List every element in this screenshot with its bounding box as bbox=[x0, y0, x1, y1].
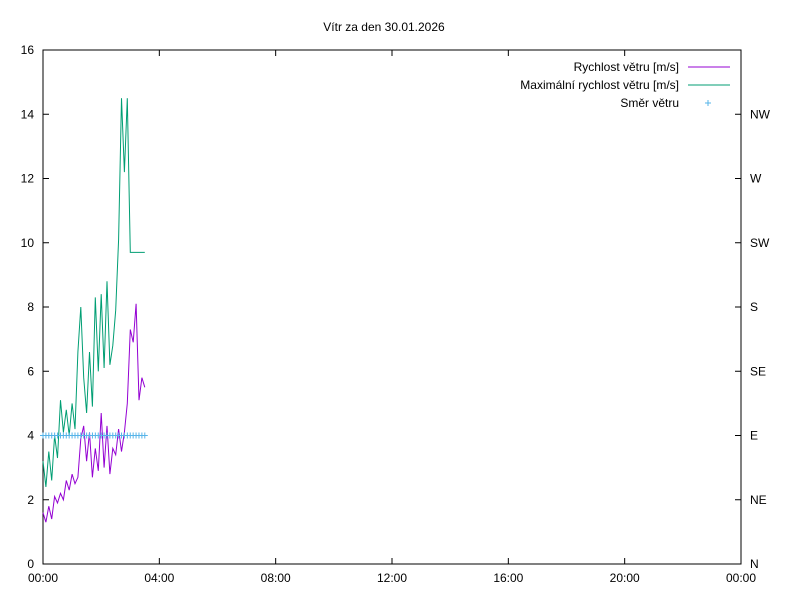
chart-title: Vítr za den 30.01.2026 bbox=[323, 20, 445, 34]
y2-tick-label: S bbox=[750, 300, 758, 314]
y-tick-label: 8 bbox=[27, 300, 34, 314]
y-tick-label: 10 bbox=[21, 236, 35, 250]
x-tick-label: 00:00 bbox=[726, 571, 756, 585]
legend-label-2: Směr větru bbox=[620, 96, 679, 110]
x-tick-label: 04:00 bbox=[144, 571, 174, 585]
x-tick-label: 16:00 bbox=[493, 571, 523, 585]
y-tick-label: 6 bbox=[27, 364, 34, 378]
x-tick-label: 12:00 bbox=[377, 571, 407, 585]
series-line-1 bbox=[42, 98, 145, 487]
y-tick-label: 4 bbox=[27, 429, 34, 443]
y-tick-label: 16 bbox=[21, 43, 35, 57]
legend: Rychlost větru [m/s] Maximální rychlost v… bbox=[520, 60, 730, 110]
y2-tick-label: NE bbox=[750, 493, 767, 507]
legend-swatch-2 bbox=[705, 100, 711, 106]
legend-label-1: Maximální rychlost větru [m/s] bbox=[520, 78, 679, 92]
x-tick-label: 20:00 bbox=[610, 571, 640, 585]
x-axis: 00:00 04:00 08:00 12:00 16:00 20:00 00:00 bbox=[28, 50, 756, 585]
series-layer bbox=[40, 98, 148, 523]
series-line-0 bbox=[42, 303, 146, 523]
y-tick-label: 14 bbox=[21, 107, 35, 121]
y-tick-label: 2 bbox=[27, 493, 34, 507]
x-tick-label: 00:00 bbox=[28, 571, 58, 585]
y-tick-label: 0 bbox=[27, 557, 34, 571]
y-tick-label: 12 bbox=[21, 172, 35, 186]
x-tick-label: 08:00 bbox=[261, 571, 291, 585]
y2-tick-label: SW bbox=[750, 236, 770, 250]
y2-tick-label: SE bbox=[750, 364, 766, 378]
y2-tick-label: W bbox=[750, 172, 762, 186]
direction-point bbox=[141, 432, 148, 439]
y2-tick-label: E bbox=[750, 429, 758, 443]
y2-tick-label: N bbox=[750, 557, 759, 571]
y2-tick-label: NW bbox=[750, 107, 771, 121]
y-axis-right: N NE E SE S SW W NW bbox=[735, 107, 771, 571]
legend-label-0: Rychlost větru [m/s] bbox=[574, 60, 679, 74]
plot-frame bbox=[42, 49, 742, 565]
y-axis-left: 0 2 4 6 8 10 12 14 16 bbox=[21, 43, 49, 571]
